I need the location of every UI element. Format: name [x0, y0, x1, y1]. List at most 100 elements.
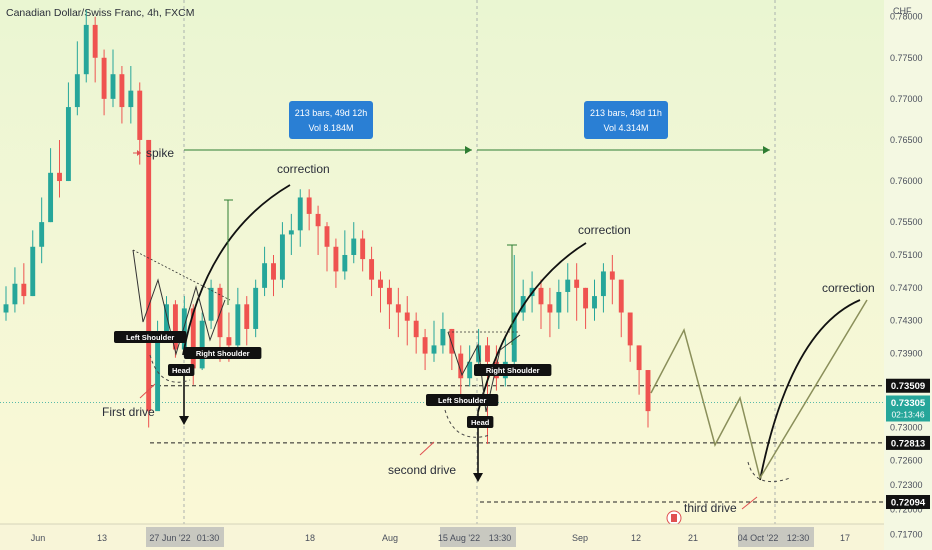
measure-arrow-2-head: [763, 146, 770, 154]
correction-label-2: correction: [578, 223, 631, 237]
spike-label: spike: [146, 146, 174, 160]
candle-body: [297, 197, 303, 231]
candle-body: [279, 234, 285, 280]
drop-arrow-1-head: [179, 416, 189, 425]
candle-body: [609, 271, 615, 280]
bottom-curve-3: [747, 461, 791, 482]
y-tick-label: 0.71700: [890, 529, 923, 539]
bottom-curve-2: [444, 409, 491, 438]
x-tick-label: 13: [97, 533, 107, 543]
x-tick-label: Aug: [382, 533, 398, 543]
y-tick-label: 0.76000: [890, 176, 923, 186]
pattern-zigzag-1: [132, 249, 226, 356]
right-shoulder-label-2: Right Shoulder: [486, 366, 540, 375]
candle-body: [485, 345, 490, 362]
time-highlight-2: [440, 527, 516, 547]
candle-body: [21, 283, 27, 297]
x-tick-label: 15 Aug '22: [438, 533, 480, 543]
candle-body: [378, 279, 383, 288]
candle-body: [271, 263, 276, 280]
first-drive-label: First drive: [102, 405, 155, 419]
bottom-curve-1: [149, 354, 191, 383]
x-tick-label: 27 Jun '22: [149, 533, 190, 543]
measure-box-vol-label: Vol 4.314M: [603, 123, 648, 133]
head-label-2: Head: [471, 418, 490, 427]
measure-box-bars-label: 213 bars, 49d 12h: [295, 108, 368, 118]
spike-arrow-head: [137, 150, 141, 156]
candle-body: [110, 74, 116, 99]
correction-arc-2: [477, 242, 587, 413]
candle-body: [342, 254, 348, 272]
level-tag-bg: [886, 435, 930, 450]
candle-body: [164, 304, 169, 334]
measure-box-bars-label: 213 bars, 49d 11h: [590, 108, 662, 118]
candle-body: [467, 361, 473, 379]
candle-body: [306, 197, 312, 214]
right-shoulder-label-1: Right Shoulder: [196, 349, 250, 358]
candle-body: [511, 312, 517, 362]
y-tick-label: 0.75100: [890, 250, 923, 260]
second-drive-arrow: [419, 441, 435, 456]
y-tick-label: 0.72000: [890, 505, 923, 515]
candle-body: [449, 328, 455, 354]
time-highlight-3: [738, 527, 814, 547]
price-axis-bg: [884, 0, 932, 550]
candle-body: [57, 172, 62, 182]
candle-body: [253, 287, 259, 329]
y-tick-label: 0.72600: [890, 455, 923, 465]
x-tick-label: 04 Oct '22: [738, 533, 779, 543]
candle-body: [627, 312, 633, 346]
correction-arc-3: [759, 299, 861, 481]
candle-body: [574, 279, 580, 288]
measure-box-vol-label: Vol 8.184M: [308, 123, 353, 133]
candle-body: [39, 222, 45, 247]
candle-body: [288, 230, 294, 235]
right-shoulder-label-1-bg: [184, 347, 262, 359]
candle-body: [65, 107, 71, 182]
x-tick-label: Sep: [572, 533, 588, 543]
left-shoulder-label-1-bg: [114, 331, 187, 343]
chart-title: Canadian Dollar/Swiss Franc, 4h, FXCM: [6, 7, 195, 19]
head-label-2-bg: [467, 416, 494, 428]
candle-body: [315, 213, 321, 227]
pattern-zigzag-2: [447, 331, 521, 413]
x-tick-label: 18: [305, 533, 315, 543]
candle-body: [208, 287, 214, 321]
y-tick-label: 0.78000: [890, 12, 923, 22]
candle-body: [226, 337, 232, 346]
y-tick-label: 0.74700: [890, 283, 923, 293]
level-tag-bg: [886, 495, 930, 510]
x-tick-label: 21: [688, 533, 698, 543]
correction-arc-1: [182, 184, 291, 356]
y-tick-label: 0.73000: [890, 423, 923, 433]
y-tick-label: 0.76500: [890, 135, 923, 145]
x-tick-label: 13:30: [489, 533, 512, 543]
candle-body: [190, 308, 196, 369]
candle-body: [30, 246, 36, 297]
candle-body: [431, 345, 437, 354]
countdown-label: 02:13:46: [891, 409, 924, 419]
right-shoulder-label-2-bg: [474, 364, 552, 376]
head-label-1: Head: [172, 366, 191, 375]
candle-body: [128, 90, 134, 108]
y-tick-label: 0.73900: [890, 349, 923, 359]
candle-body: [600, 271, 606, 297]
drop-arrow-2-head: [473, 473, 483, 482]
candle-body: [636, 345, 642, 371]
second-drive-label: second drive: [388, 463, 456, 477]
candle-body: [119, 74, 125, 108]
canada-flag-leaf: [671, 514, 677, 522]
candle-body: [440, 328, 446, 346]
candle-body: [101, 57, 107, 99]
left-shoulder-label-2: Left Shoulder: [438, 396, 486, 405]
head-label-1-bg: [168, 364, 195, 376]
y-tick-label: 0.74300: [890, 316, 923, 326]
candle-body: [244, 304, 250, 329]
candle-body: [92, 24, 98, 58]
left-shoulder-label-2-bg: [426, 394, 499, 406]
candle-body: [172, 304, 178, 350]
candle-body: [83, 24, 89, 75]
candle-body: [645, 370, 651, 412]
